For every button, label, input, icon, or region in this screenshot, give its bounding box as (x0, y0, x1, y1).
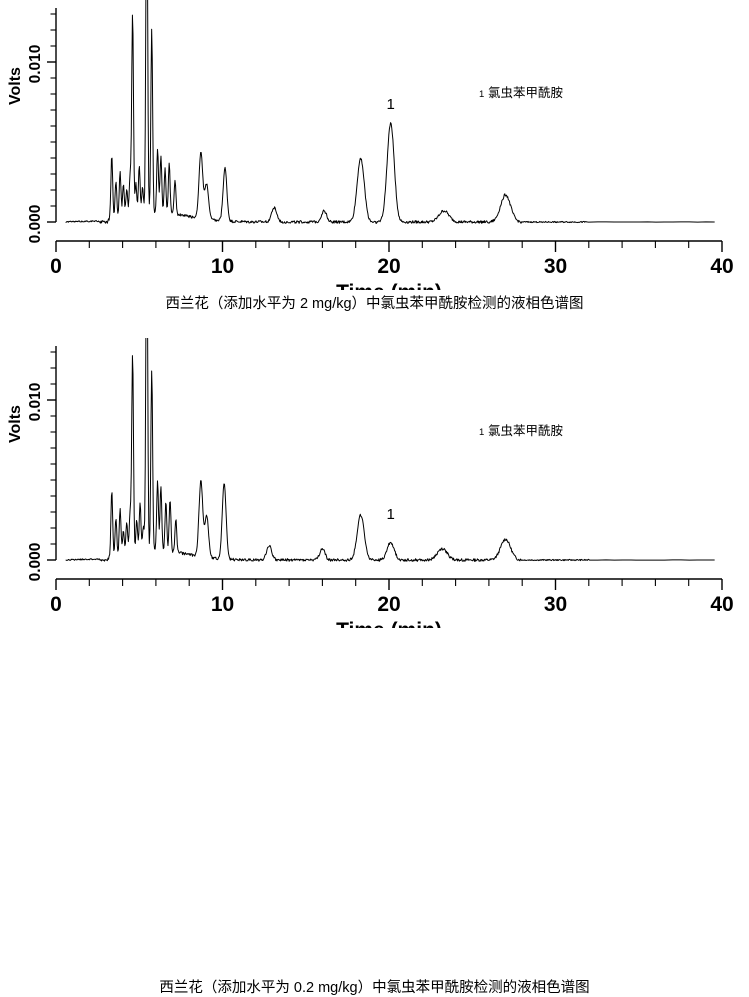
legend-number: 1 (479, 89, 484, 100)
figure-caption-top: 西兰花（添加水平为 2 mg/kg）中氯虫苯甲酰胺检测的液相色谱图 (165, 296, 584, 312)
x-axis-tick-label: 0 (50, 593, 62, 616)
y-axis-tick-label: 0.000 (27, 205, 44, 244)
x-axis-tick-label: 0 (50, 255, 62, 278)
x-axis-tick-label: 30 (544, 593, 567, 616)
chromatogram-trace (65, 338, 715, 562)
x-axis-tick-label: 20 (377, 593, 400, 616)
y-axis-tick-label: 0.010 (27, 383, 44, 422)
y-axis-tick-label: 0.000 (27, 543, 44, 582)
x-axis-tick-label: 40 (710, 255, 733, 278)
legend-number: 1 (479, 427, 484, 438)
x-axis-title: Time (min) (336, 281, 442, 290)
x-axis-tick-label: 30 (544, 255, 567, 278)
legend-label: 氯虫苯甲酰胺 (488, 86, 563, 100)
peak-label-1: 1 (386, 96, 394, 113)
y-axis-tick-label: 0.010 (27, 45, 44, 84)
peak-label-1: 1 (386, 506, 394, 523)
x-axis-tick-label: 20 (377, 255, 400, 278)
y-axis-title: Volts (7, 67, 24, 105)
chromatogram-trace (65, 0, 715, 224)
x-axis-title: Time (min) (336, 619, 442, 628)
legend-label: 氯虫苯甲酰胺 (488, 424, 563, 438)
figure-caption-bottom: 西兰花（添加水平为 0.2 mg/kg）中氯虫苯甲酰胺检测的液相色谱图 (159, 980, 590, 996)
x-axis-tick-label: 10 (211, 593, 234, 616)
y-axis-title: Volts (7, 405, 24, 443)
x-axis-tick-label: 40 (710, 593, 733, 616)
x-axis-tick-label: 10 (211, 255, 234, 278)
